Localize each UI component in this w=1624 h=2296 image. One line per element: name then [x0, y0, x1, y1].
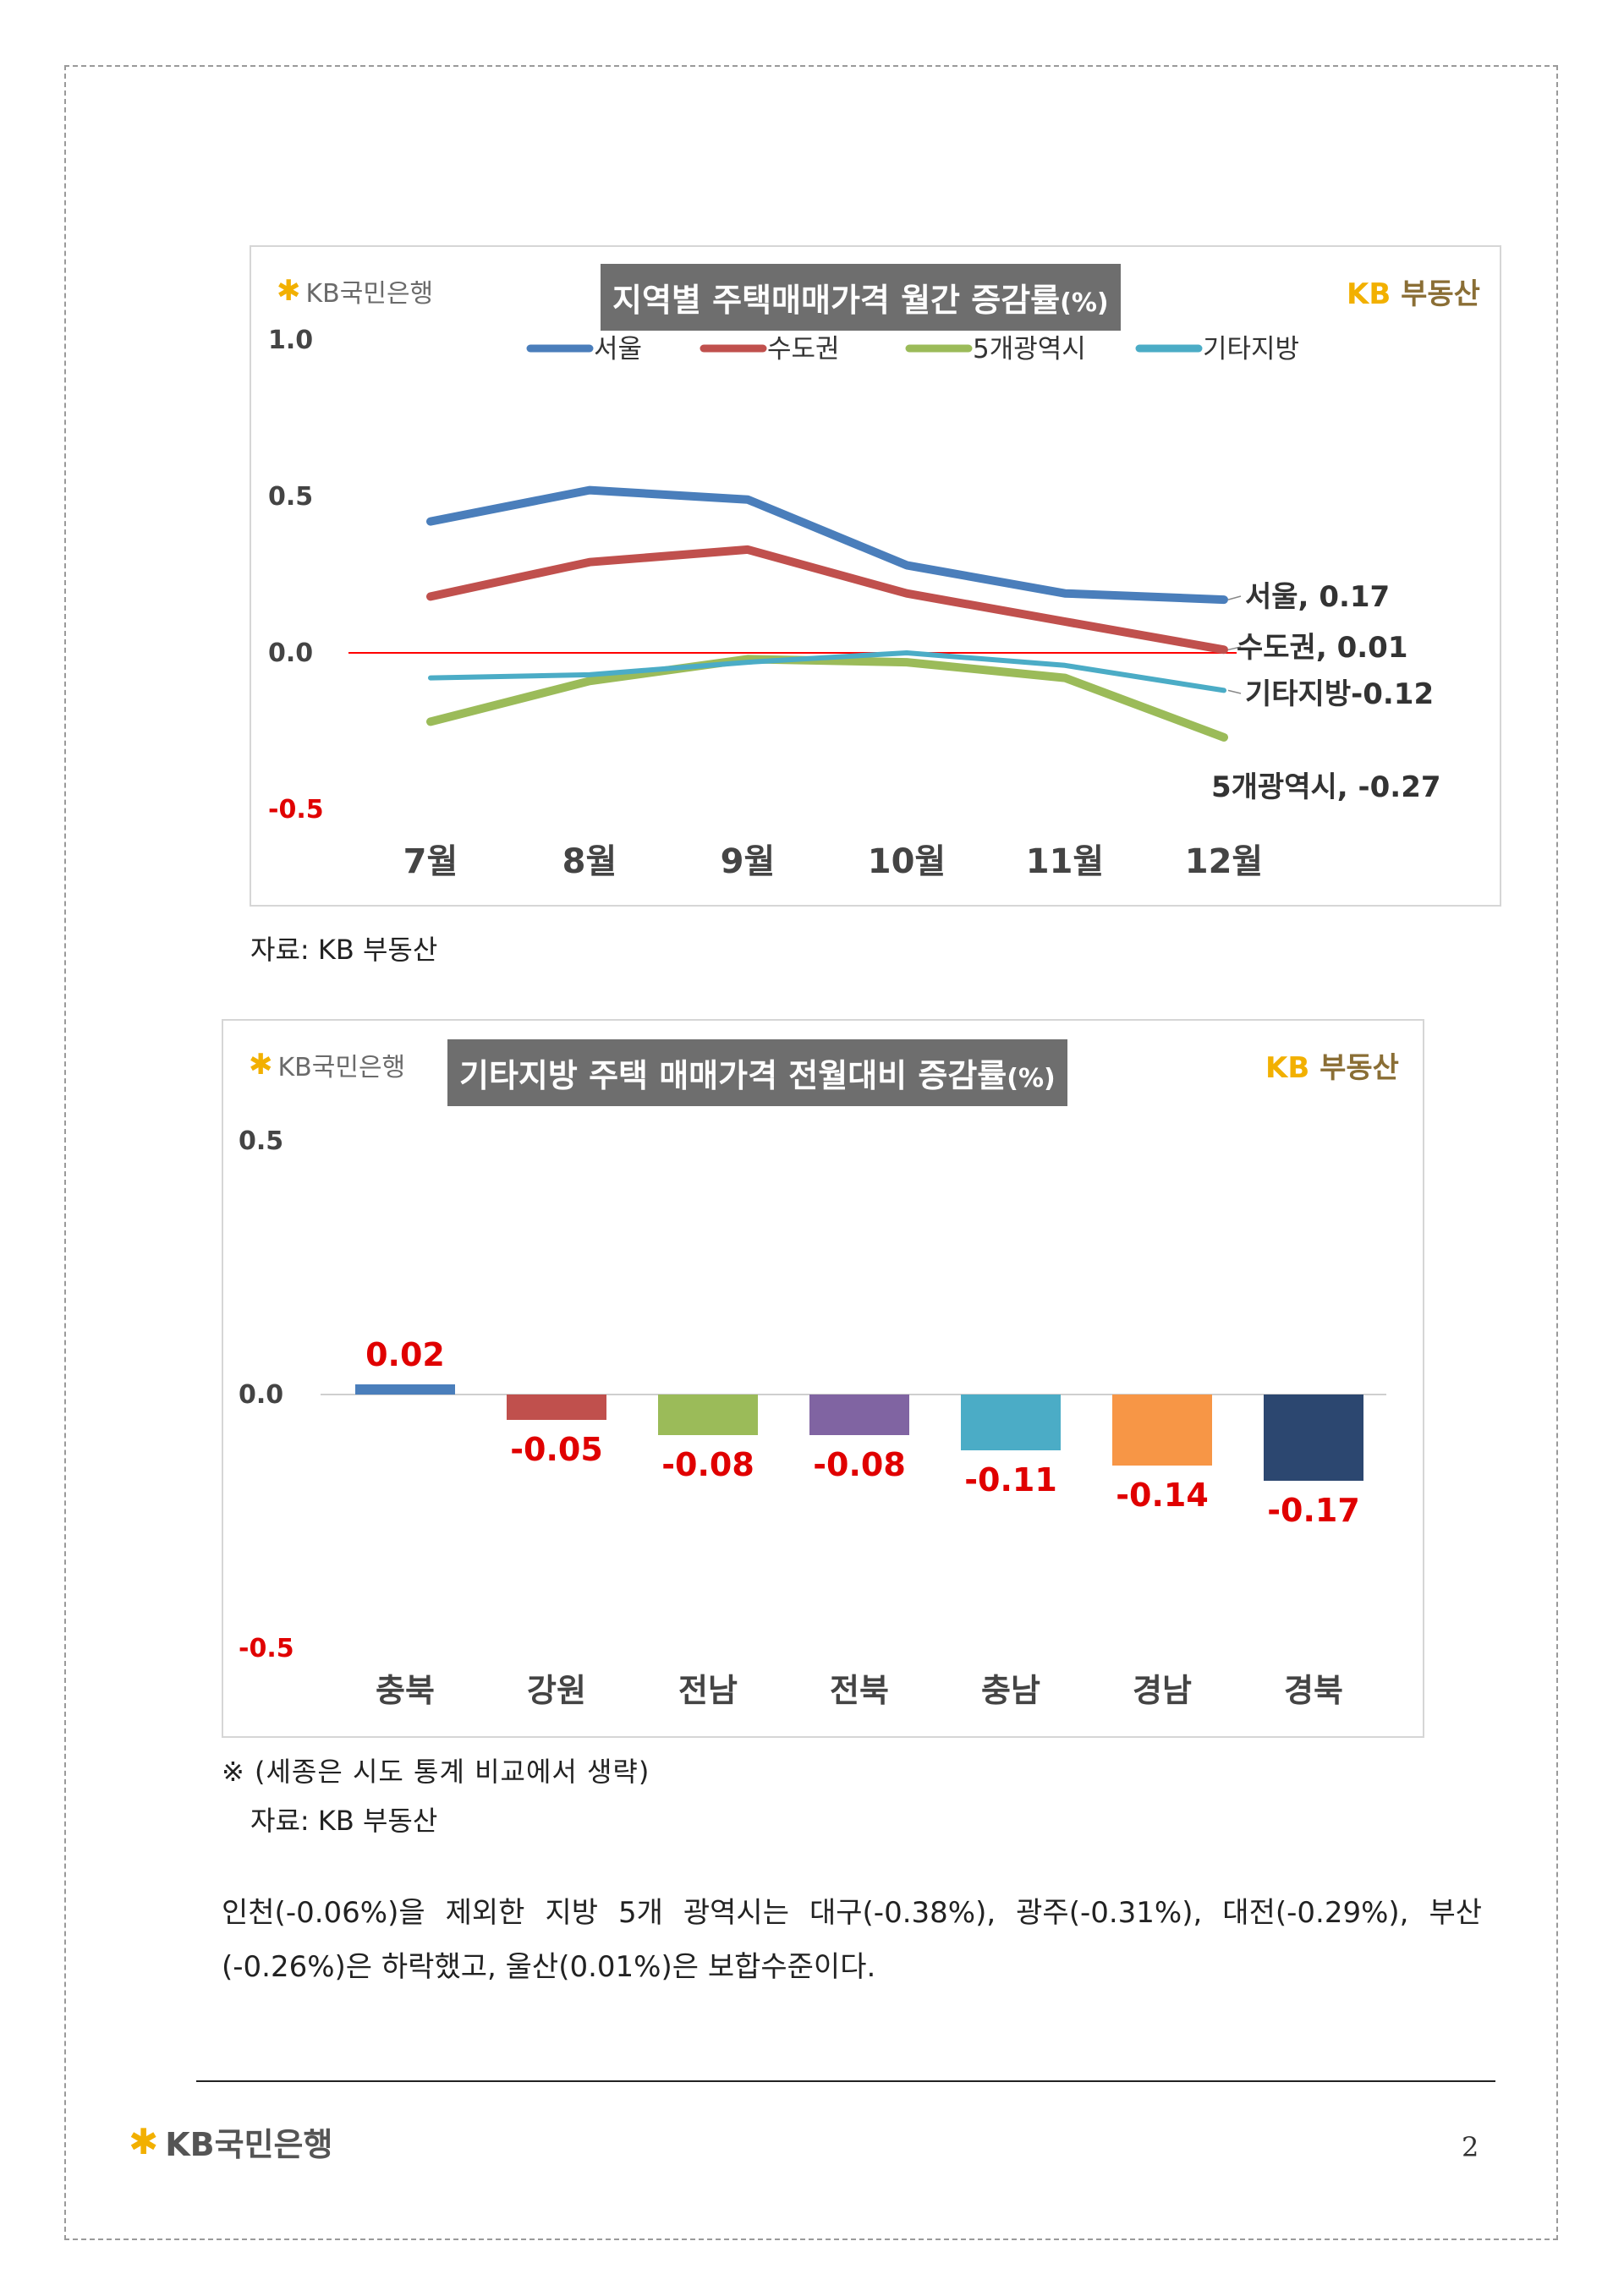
x-tick-label: 8월 — [562, 842, 617, 881]
legend-label: 서울 — [594, 334, 642, 364]
series-line — [426, 655, 1228, 742]
kb-realestate-logo: KB 부동산 — [1347, 271, 1480, 312]
bar — [1264, 1395, 1363, 1481]
footer-kb-star-icon: ✱ — [129, 2121, 159, 2162]
series-line — [426, 485, 1228, 605]
bar-chart-svg: 0.5 0.0 -0.5 0.02 충북 -0.05 강원 -0.08 전남 -0.08 전북 -0.… — [239, 1126, 1386, 1709]
kb-bank-logo: ✱ KB국민은행 — [277, 272, 433, 310]
x-tick-label: 경북 — [1284, 1672, 1343, 1709]
y-tick-label: 0.0 — [268, 638, 313, 668]
x-tick-label: 전북 — [830, 1672, 889, 1709]
line-chart-panel: ✱ KB국민은행 지역별 주택매매가격 월간 증감률(%) KB 부동산 1.0… — [250, 245, 1501, 907]
x-tick-label: 강원 — [527, 1672, 586, 1709]
bar — [507, 1395, 606, 1420]
x-tick-label: 충남 — [981, 1672, 1040, 1709]
line-chart-title-main: 지역별 주택매매가격 월간 증감률 — [612, 282, 1061, 319]
series-end-label: 서울, 0.17 — [1245, 580, 1390, 614]
bar — [658, 1395, 758, 1435]
bar-chart-note: ※ (세종은 시도 통계 비교에서 생략) — [222, 1756, 650, 1788]
bar — [355, 1384, 455, 1395]
x-tick-label: 11월 — [1026, 842, 1104, 881]
y-tick-label: 0.0 — [239, 1380, 283, 1410]
series-end-label: 수도권, 0.01 — [1237, 631, 1407, 665]
footer-kb-logo: ✱ KB국민은행 — [129, 2118, 332, 2165]
x-tick-label: 경남 — [1133, 1672, 1192, 1709]
footer-rule — [196, 2080, 1495, 2082]
bar-data-label: -0.14 — [1116, 1477, 1209, 1514]
end-label-leader — [1227, 689, 1242, 694]
bar-data-label: -0.11 — [964, 1461, 1057, 1499]
y-tick-label: -0.5 — [268, 795, 324, 825]
body-paragraph: 인천(-0.06%)을 제외한 지방 5개 광역시는 대구(-0.38%), 광… — [222, 1896, 1482, 1984]
bar-chart-source: 자료: KB 부동산 — [250, 1805, 438, 1837]
series-line — [426, 545, 1228, 655]
bar-data-label: -0.17 — [1267, 1492, 1360, 1529]
footer-kb-logo-text: KB국민은행 — [165, 2126, 333, 2163]
y-tick-label: 1.0 — [268, 326, 313, 355]
bar-chart-title-main: 기타지방 주택 매매가격 전월대비 증감률 — [459, 1057, 1007, 1094]
kb-realestate-logo-2: KB 부동산 — [1265, 1044, 1399, 1086]
kb-bank-logo-text-2: KB국민은행 — [277, 1053, 406, 1082]
y-tick-label: 0.5 — [268, 482, 313, 512]
line-chart-title-unit: (%) — [1060, 288, 1109, 318]
x-tick-label: 12월 — [1185, 842, 1263, 881]
legend-label: 기타지방 — [1203, 334, 1299, 364]
y-tick-label: 0.5 — [239, 1126, 283, 1156]
end-label-leader — [1227, 646, 1242, 651]
bar — [961, 1395, 1061, 1450]
bar-chart-title-unit: (%) — [1007, 1064, 1056, 1093]
line-chart-source: 자료: KB 부동산 — [250, 934, 438, 966]
kb-realestate-logo-kb: KB — [1347, 277, 1391, 311]
legend-label: 5개광역시 — [973, 334, 1086, 364]
x-tick-label: 9월 — [721, 842, 776, 881]
x-tick-label: 전남 — [678, 1672, 738, 1709]
kb-realestate-logo-text: 부동산 — [1401, 277, 1480, 311]
legend-label: 수도권 — [767, 334, 840, 364]
series-end-label: 기타지방-0.12 — [1245, 677, 1434, 711]
y-tick-label: -0.5 — [239, 1634, 294, 1663]
kb-realestate-logo-text-2: 부동산 — [1320, 1051, 1399, 1085]
page-number: 2 — [1462, 2131, 1479, 2163]
bar-data-label: -0.08 — [661, 1446, 754, 1483]
end-label-leader — [1227, 595, 1242, 600]
bar — [809, 1395, 909, 1435]
kb-bank-logo-text: KB국민은행 — [305, 279, 434, 309]
x-tick-label: 7월 — [403, 842, 458, 881]
kb-star-icon: ✱ — [277, 274, 301, 308]
series-line — [428, 650, 1226, 693]
bar-chart-panel: ✱ KB국민은행 기타지방 주택 매매가격 전월대비 증감률(%) KB 부동산… — [222, 1019, 1424, 1738]
bar-data-label: -0.08 — [813, 1446, 906, 1483]
bar-data-label: 0.02 — [365, 1336, 445, 1373]
bar-chart-title: 기타지방 주택 매매가격 전월대비 증감률(%) — [447, 1039, 1067, 1106]
bar-data-label: -0.05 — [510, 1431, 603, 1468]
x-tick-label: 충북 — [376, 1672, 435, 1709]
x-tick-label: 10월 — [868, 842, 946, 881]
page-border — [64, 65, 1558, 2240]
kb-realestate-logo-kb-2: KB — [1265, 1051, 1310, 1085]
line-chart-title: 지역별 주택매매가격 월간 증감률(%) — [601, 264, 1121, 331]
kb-bank-logo-2: ✱ KB국민은행 — [249, 1046, 405, 1083]
series-end-label: 5개광역시, -0.27 — [1211, 770, 1441, 804]
kb-star-icon-2: ✱ — [249, 1048, 273, 1082]
bar — [1112, 1395, 1212, 1466]
